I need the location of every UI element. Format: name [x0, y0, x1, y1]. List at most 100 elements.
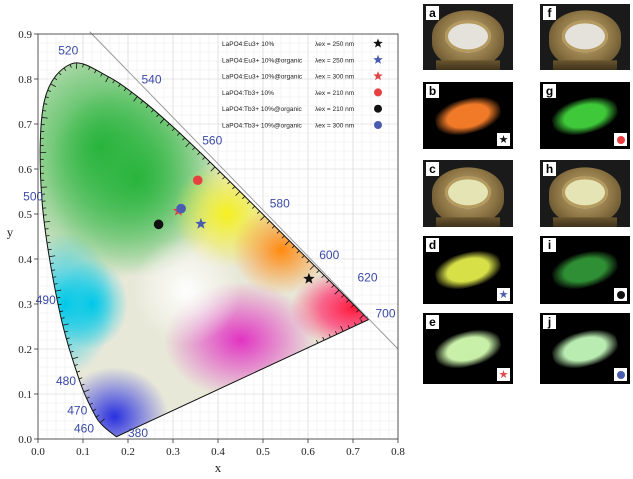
- sample-holder-image: [432, 10, 504, 70]
- locus-tick: [306, 260, 310, 264]
- wavelength-label: 580: [270, 196, 290, 210]
- locus-tick: [66, 337, 70, 340]
- wavelength-label: 600: [319, 248, 339, 262]
- locus-tick: [51, 269, 56, 271]
- locus-tick: [182, 137, 186, 141]
- gamut-blob: [60, 367, 169, 437]
- locus-tick: [43, 103, 48, 105]
- locus-tick: [45, 96, 49, 99]
- wavelength-label: 560: [202, 133, 222, 147]
- locus-tick: [95, 414, 100, 418]
- wavelength-label: 490: [36, 293, 56, 307]
- legend-entry-name: LaPO4:Tb3+ 10%@organic: [222, 123, 303, 130]
- locus-tick: [266, 220, 270, 224]
- panel-c: c: [423, 160, 513, 227]
- panel-marker: ★: [497, 368, 510, 381]
- locus-tick: [56, 296, 61, 299]
- legend-entry-excitation: λex = 250 nm: [315, 57, 354, 64]
- wavelength-label: 700: [376, 307, 396, 321]
- data-point-1: [303, 272, 315, 284]
- locus-tick: [99, 418, 105, 424]
- locus-tick: [322, 336, 325, 341]
- locus-tick: [291, 245, 295, 249]
- locus-tick: [281, 235, 285, 239]
- legend-entry-name: LaPO4:Tb3+ 10%@organic: [222, 106, 303, 113]
- legend-marker: [373, 38, 383, 48]
- locus-tick: [100, 73, 103, 77]
- panel-i: i: [540, 236, 630, 304]
- legend-entry-name: LaPO4:Eu3+ 10%@organic: [222, 74, 303, 81]
- wavelength-label: 500: [23, 190, 43, 204]
- data-point-2: [195, 217, 207, 229]
- locus-tick: [222, 176, 226, 180]
- locus-tick: [207, 161, 211, 165]
- locus-tick: [44, 220, 51, 223]
- data-point-6: [176, 203, 186, 214]
- x-tick-label: 0.3: [166, 446, 180, 458]
- locus-tick: [48, 248, 52, 251]
- locus-tick: [316, 270, 320, 274]
- wavelength-label: 520: [58, 43, 78, 57]
- locus-tick: [171, 127, 175, 132]
- panel-marker: ★: [497, 288, 510, 301]
- locus-tick: [359, 314, 364, 320]
- wavelength-label: 470: [67, 403, 87, 417]
- data-points: [153, 175, 315, 284]
- locus-tick: [70, 350, 74, 353]
- locus-tick: [129, 91, 133, 96]
- locus-tick: [356, 309, 360, 313]
- panel-e: ★ e: [423, 313, 513, 384]
- locus-tick: [227, 181, 231, 185]
- locus-tick: [210, 166, 216, 172]
- y-tick-label: 0.6: [18, 164, 32, 176]
- locus-tick: [341, 294, 345, 298]
- locus-tick: [68, 344, 72, 346]
- y-tick-label: 0.4: [18, 254, 32, 266]
- locus-tick: [74, 364, 78, 366]
- legend-marker: [374, 88, 382, 97]
- y-axis-label: y: [7, 225, 14, 240]
- wavelength-label: 480: [56, 374, 76, 388]
- wavelength-label: 540: [142, 73, 162, 87]
- locus-tick: [235, 191, 241, 196]
- sample-holder-image: [549, 166, 621, 227]
- x-tick-label: 0.5: [256, 446, 270, 458]
- locus-tick: [340, 325, 344, 332]
- panel-f: f: [540, 4, 630, 70]
- y-tick-label: 0.8: [18, 74, 32, 86]
- panel-marker: [614, 368, 627, 381]
- locus-tick: [351, 304, 355, 308]
- locus-tick: [42, 110, 47, 112]
- panel-label: e: [426, 315, 439, 329]
- x-tick-label: 0.8: [391, 446, 405, 458]
- locus-tick: [54, 283, 58, 285]
- locus-tick: [296, 250, 300, 254]
- legend-entry-excitation: λex = 210 nm: [315, 106, 354, 113]
- locus-tick: [47, 89, 52, 92]
- locus-tick: [176, 132, 180, 136]
- locus-tick: [46, 241, 51, 244]
- wavelength-label: 380: [128, 426, 148, 440]
- locus-tick: [309, 265, 315, 270]
- locus-tick: [256, 210, 260, 214]
- luminescence-glow: [548, 91, 622, 140]
- locus-tick: [92, 408, 97, 412]
- panel-marker: [614, 288, 627, 301]
- locus-tick: [123, 87, 127, 92]
- luminescence-glow: [431, 245, 505, 295]
- wavelength-label: 460: [74, 421, 94, 435]
- data-point-5: [153, 219, 164, 230]
- locus-tick: [284, 240, 290, 246]
- panel-b: ★ b: [423, 82, 513, 149]
- wavelength-labels: 380 460 470 480 490 500 520 540 560 580 600 620 700: [23, 43, 396, 440]
- locus-tick: [88, 66, 91, 71]
- locus-tick: [335, 331, 338, 335]
- panel-marker: [614, 133, 627, 146]
- locus-tick: [145, 104, 149, 109]
- locus-tick: [59, 310, 64, 313]
- locus-tick: [331, 284, 335, 288]
- legend-entry-excitation: λex = 300 nm: [315, 123, 354, 130]
- legend-entry-excitation: λex = 300 nm: [315, 74, 354, 81]
- panel-d: ★ d: [423, 236, 513, 304]
- x-tick-label: 0.2: [121, 446, 135, 458]
